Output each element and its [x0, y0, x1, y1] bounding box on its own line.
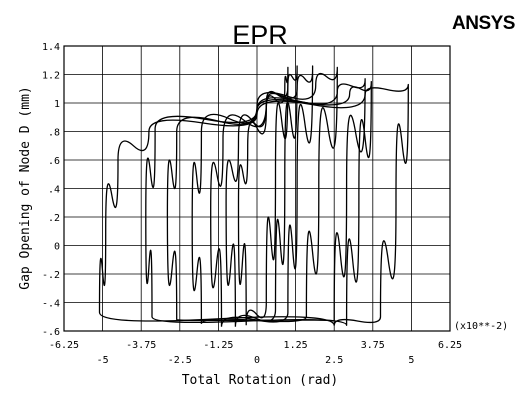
tick-layer: -.6 -.4 -.2 0 .2 .4 .6 .8 1 1.2 1.4 -6.25 -3.75 -1.25…	[42, 42, 462, 366]
y-tick-label: .6	[48, 156, 60, 167]
hysteresis-loop-6	[145, 80, 372, 326]
y-tick-label: .8	[48, 128, 60, 139]
y-tick-label: .2	[48, 213, 60, 224]
x-tick-label: 5	[408, 355, 414, 366]
y-tick-label: 0	[54, 242, 60, 253]
hysteresis-loop-3	[210, 65, 314, 327]
x-tick-label: -1.25	[203, 340, 233, 351]
y-tick-label: 1	[54, 99, 60, 110]
x-tick-label: 2.5	[325, 355, 343, 366]
plot-frame	[63, 45, 451, 332]
x-tick-label: 3.75	[361, 340, 385, 351]
series-layer	[98, 65, 409, 327]
x-scale-note: (x10**-2)	[454, 321, 508, 332]
chart-title: EPR	[232, 20, 288, 50]
grid-layer	[64, 46, 450, 331]
hysteresis-loop-7	[98, 83, 409, 326]
x-tick-label: 0	[254, 355, 260, 366]
hysteresis-loop-1	[237, 66, 289, 326]
x-tick-label: 1.25	[284, 340, 308, 351]
y-axis-label: Gap Opening of Node D (mm)	[18, 86, 33, 290]
ansys-logo: ANSYS	[452, 13, 515, 34]
x-tick-label: -3.75	[126, 340, 156, 351]
x-tick-label: -6.25	[49, 340, 79, 351]
y-tick-label: 1.2	[42, 71, 60, 82]
y-tick-label: -.6	[42, 327, 60, 338]
x-tick-label: -5	[97, 355, 109, 366]
y-tick-label: -.2	[42, 270, 60, 281]
hysteresis-loop-4	[191, 66, 338, 325]
y-tick-label: -.4	[42, 299, 60, 310]
x-tick-label: -2.5	[168, 355, 192, 366]
x-axis-label: Total Rotation (rad)	[182, 373, 339, 388]
y-tick-label: 1.4	[42, 42, 60, 53]
x-tick-label: 6.25	[438, 340, 462, 351]
y-tick-label: .4	[48, 185, 60, 196]
hysteresis-loop-2	[225, 65, 298, 327]
